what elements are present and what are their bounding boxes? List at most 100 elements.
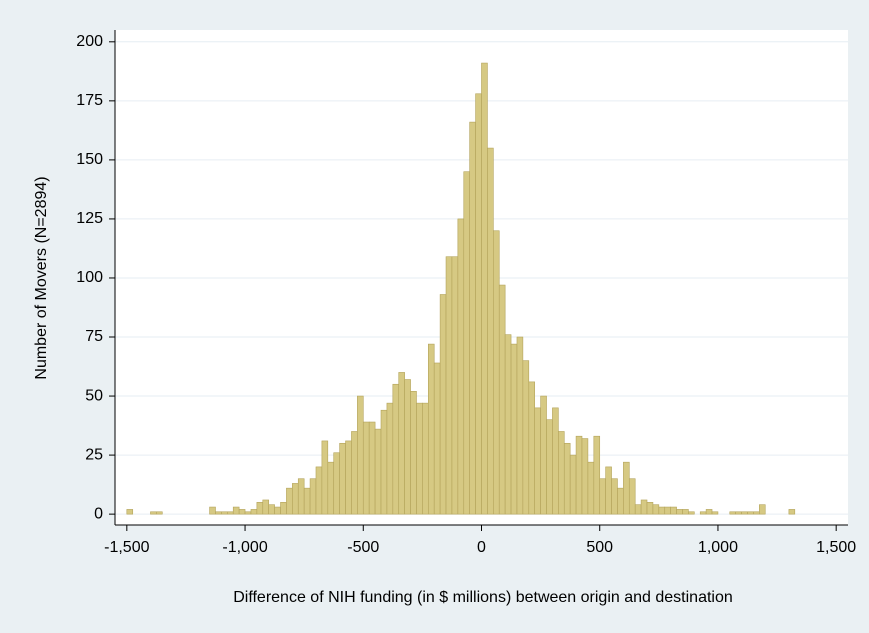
y-tick-label: 25 (85, 446, 103, 463)
y-tick-label: 0 (94, 505, 103, 522)
bar (422, 402, 429, 515)
x-tick-label: -500 (347, 539, 379, 556)
y-axis-title: Number of Movers (N=2894) (33, 176, 50, 379)
bar (735, 511, 742, 515)
bar (386, 402, 394, 515)
bar (487, 147, 494, 515)
bar (439, 294, 447, 515)
bar (652, 504, 660, 515)
bar (575, 435, 583, 515)
bar (634, 504, 642, 515)
bar (256, 502, 264, 515)
bar (640, 499, 648, 515)
bar (339, 442, 346, 515)
bar (286, 487, 293, 515)
bar (676, 509, 683, 515)
bar (469, 121, 476, 515)
bar (711, 511, 719, 515)
y-tick-label: 75 (85, 328, 103, 345)
bar (581, 438, 589, 515)
bar (534, 407, 541, 515)
bar (126, 509, 134, 515)
bar (463, 171, 470, 515)
bar (705, 509, 713, 515)
bar (759, 504, 766, 515)
bar (321, 440, 329, 515)
bar (327, 461, 335, 515)
bar (658, 506, 666, 515)
bar (427, 343, 435, 515)
bar (729, 511, 736, 515)
bar (475, 93, 482, 515)
bar (741, 511, 748, 515)
bar (232, 506, 240, 515)
bar (593, 435, 601, 515)
x-tick-label: 0 (477, 539, 486, 556)
bar (688, 511, 695, 515)
bar (747, 511, 754, 515)
bar (345, 440, 352, 515)
bar (392, 383, 400, 515)
bar (309, 478, 317, 515)
bar (250, 509, 258, 515)
bar (605, 466, 612, 515)
bar (504, 334, 512, 515)
bar (268, 504, 275, 515)
y-tick-label: 175 (76, 92, 103, 109)
bar (552, 407, 559, 515)
bar (563, 442, 571, 515)
bar (493, 230, 500, 515)
bar (156, 511, 163, 515)
bar (262, 499, 269, 515)
bar (351, 431, 358, 515)
bar (416, 402, 423, 515)
bar (628, 478, 636, 515)
bar (540, 395, 547, 515)
bar (362, 421, 370, 515)
bar (227, 511, 234, 515)
bar (292, 483, 299, 515)
bar (587, 461, 595, 515)
bar (664, 506, 671, 515)
bar (623, 461, 630, 515)
bar (522, 360, 530, 515)
bar (398, 372, 405, 515)
bar (611, 478, 618, 515)
bar (374, 428, 382, 515)
x-axis-title: Difference of NIH funding (in $ millions… (233, 589, 733, 606)
bar (410, 391, 417, 515)
bar (274, 506, 281, 515)
bar (558, 431, 565, 515)
bar (209, 506, 216, 515)
bar (333, 452, 340, 515)
x-tick-label: -1,500 (104, 539, 149, 556)
x-tick-label: 1,500 (816, 539, 856, 556)
bar (404, 379, 411, 515)
bar (546, 419, 553, 515)
bars (126, 62, 796, 515)
bar (510, 343, 518, 515)
bar (699, 511, 707, 515)
ticks: 0 25 50 75 100 125 150 175 200 -1,500 -1,000 -500 0 5… (76, 33, 856, 556)
bar (215, 511, 222, 515)
bar (528, 381, 536, 515)
bar (445, 256, 453, 515)
bar (617, 487, 624, 515)
bar (569, 454, 577, 515)
bar (498, 284, 506, 515)
bar (682, 509, 689, 515)
x-tick-label: 500 (586, 539, 613, 556)
y-tick-label: 125 (76, 210, 103, 227)
bar (481, 62, 488, 515)
bar (238, 509, 246, 515)
bar (297, 478, 305, 515)
bar (380, 409, 388, 515)
y-tick-label: 200 (76, 33, 103, 50)
bar (303, 487, 311, 515)
y-tick-label: 50 (85, 387, 103, 404)
bar (788, 509, 796, 515)
bar (457, 218, 465, 515)
bar (599, 478, 606, 515)
